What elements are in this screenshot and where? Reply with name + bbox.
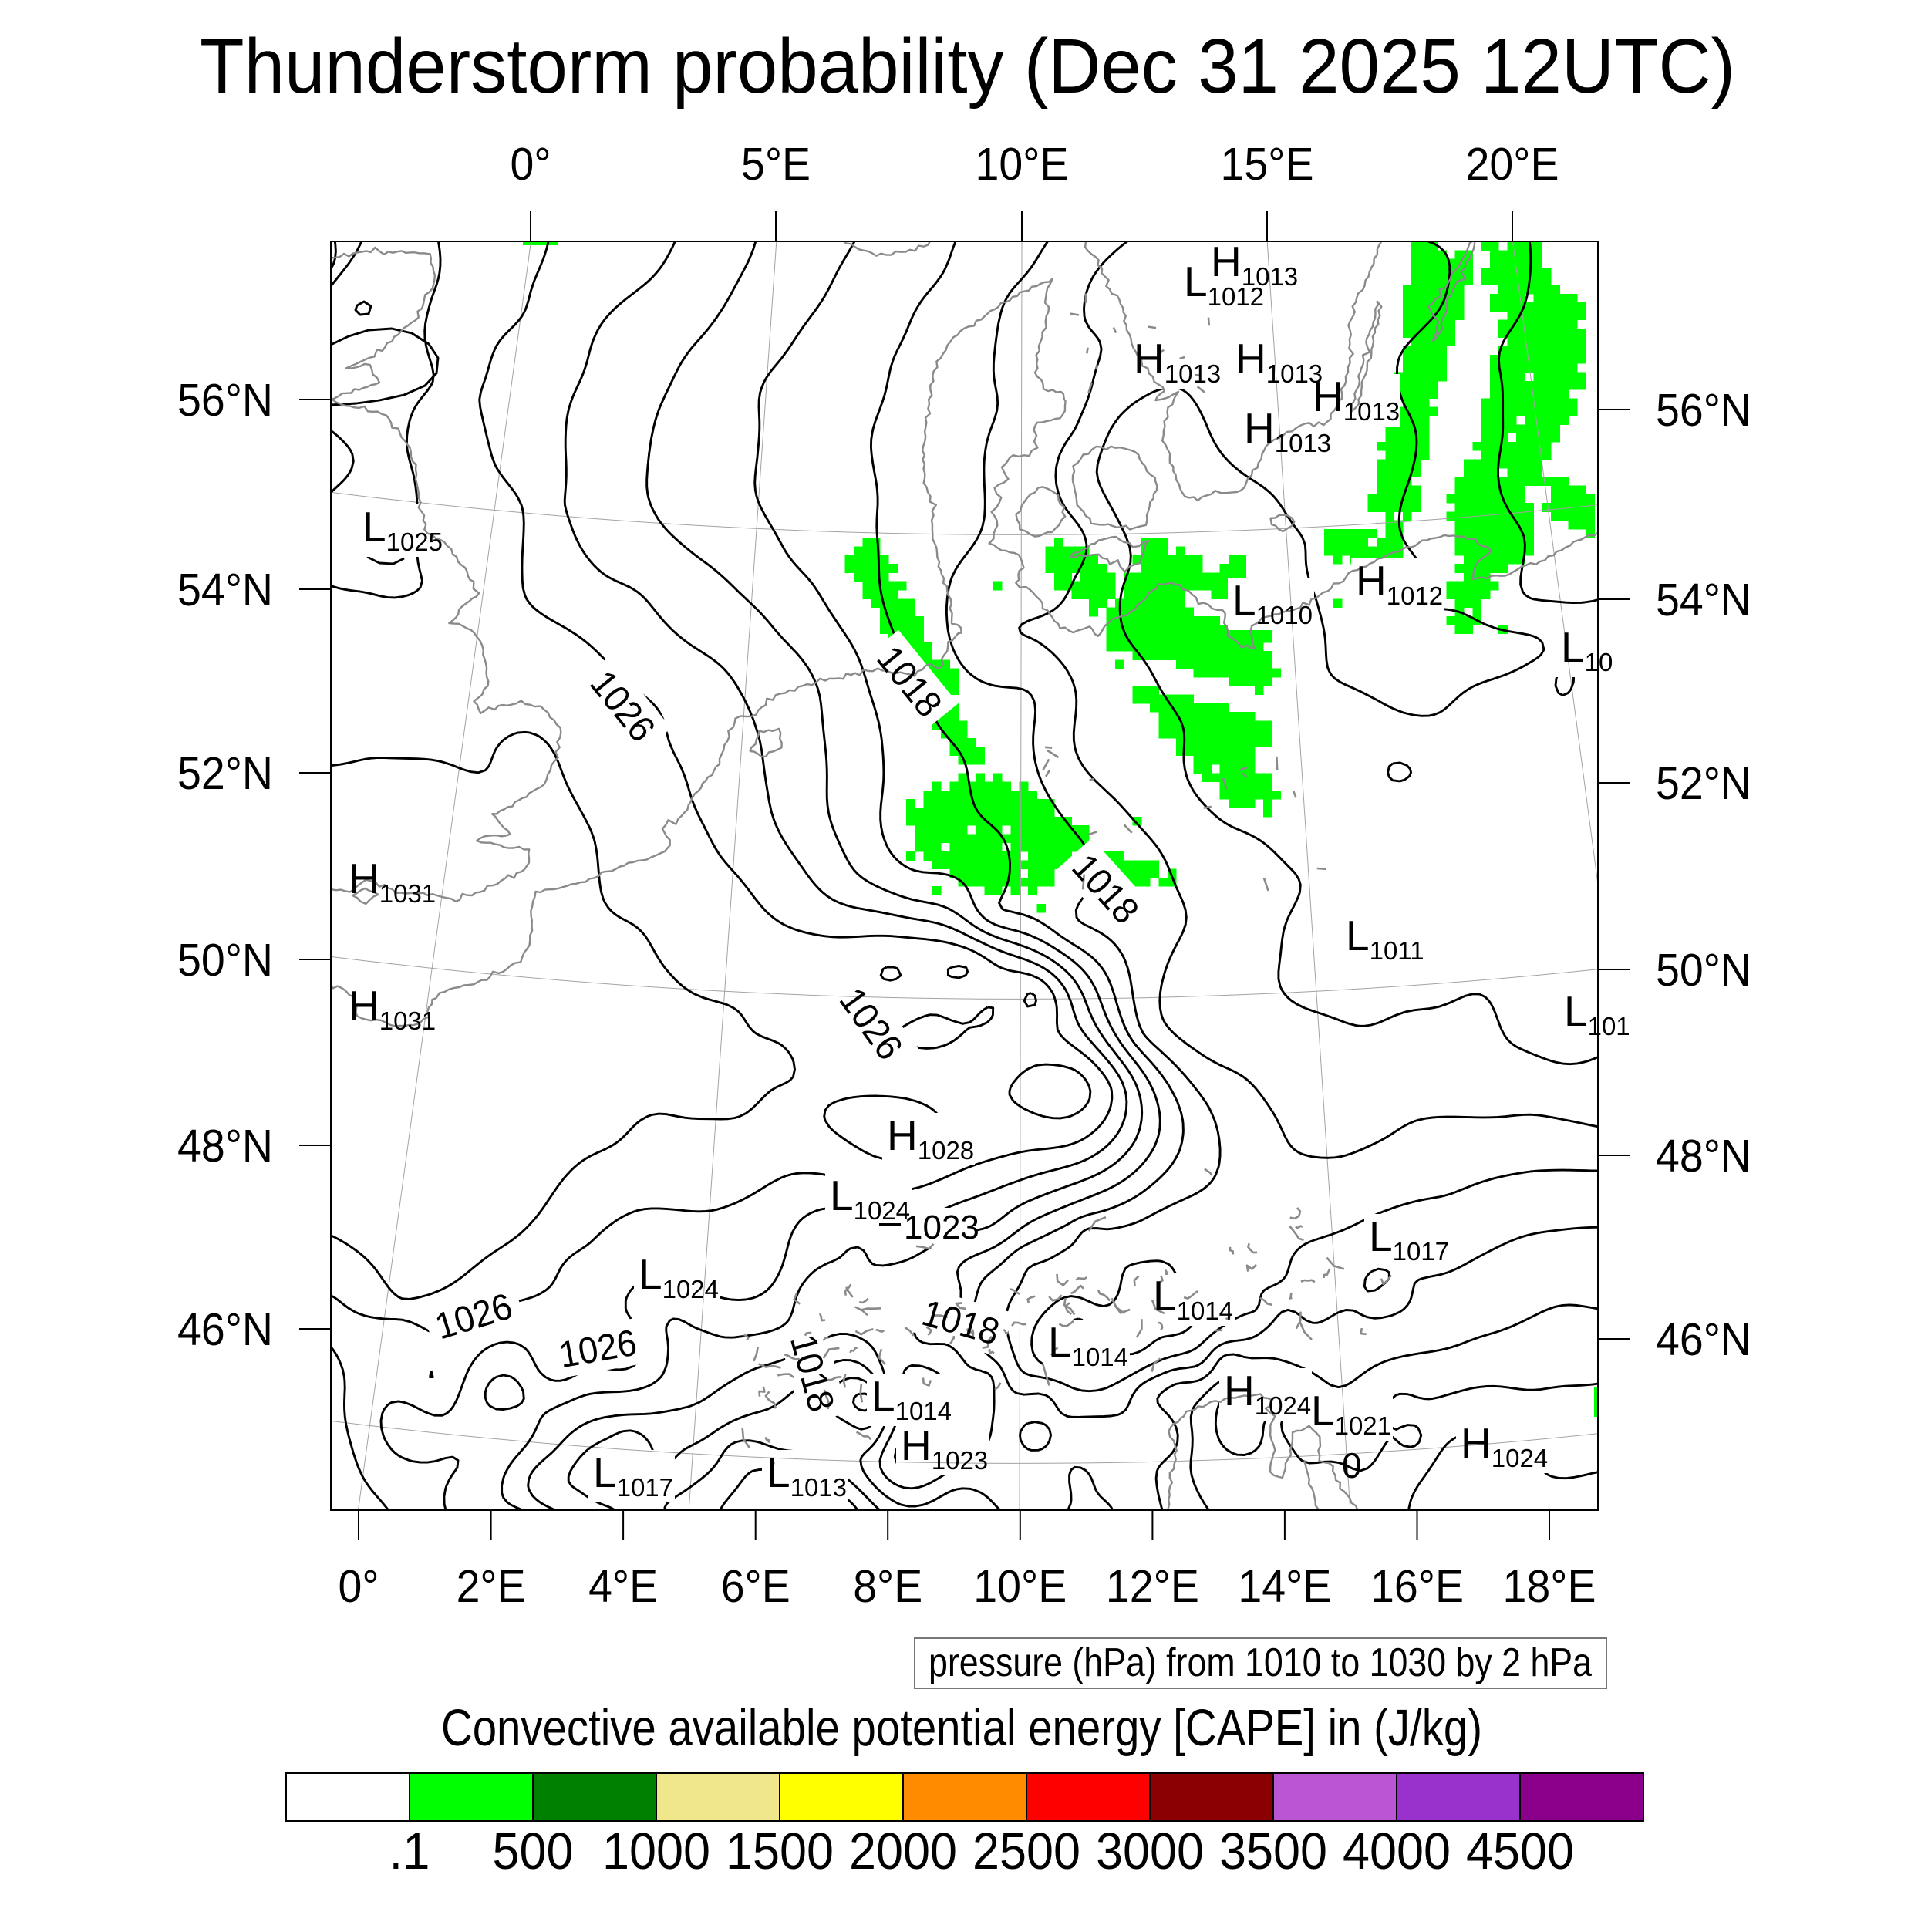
svg-text:2°E: 2°E [457,1561,526,1612]
svg-text:50°N: 50°N [1656,945,1751,996]
svg-text:52°N: 52°N [1656,758,1751,809]
svg-text:5°E: 5°E [741,139,811,190]
svg-text:20°E: 20°E [1466,139,1559,190]
svg-text:1500: 1500 [726,1822,834,1880]
svg-text:3000: 3000 [1096,1822,1204,1880]
svg-text:1023: 1023 [904,1209,979,1246]
svg-text:0: 0 [1342,1445,1362,1485]
svg-text:18°E: 18°E [1503,1561,1596,1612]
svg-text:52°N: 52°N [177,748,273,799]
svg-text:10°E: 10°E [973,1561,1067,1612]
svg-text:16°E: 16°E [1370,1561,1464,1612]
svg-text:Convective available potential: Convective available potential energy [C… [441,1699,1482,1757]
svg-text:0°: 0° [339,1561,379,1612]
svg-text:12°E: 12°E [1106,1561,1199,1612]
svg-text:0°: 0° [511,139,551,190]
svg-text:pressure (hPa) from 1010 to 10: pressure (hPa) from 1010 to 1030 by 2 hP… [929,1640,1592,1685]
svg-text:48°N: 48°N [1656,1131,1751,1182]
svg-text:54°N: 54°N [177,565,273,615]
svg-text:4000: 4000 [1343,1822,1451,1880]
svg-text:L1017: L1017 [593,1448,673,1502]
svg-text:56°N: 56°N [1656,385,1751,436]
svg-text:Thunderstorm probability (Dec: Thunderstorm probability (Dec 31 2025 12… [200,23,1735,110]
svg-text:56°N: 56°N [177,375,273,426]
svg-text:1000: 1000 [602,1822,710,1880]
svg-text:500: 500 [493,1822,574,1880]
svg-text:2000: 2000 [849,1822,957,1880]
svg-text:.1: .1 [389,1822,430,1880]
svg-text:4500: 4500 [1466,1822,1574,1880]
svg-text:14°E: 14°E [1238,1561,1331,1612]
svg-text:15°E: 15°E [1221,139,1314,190]
svg-text:4°E: 4°E [588,1561,658,1612]
svg-text:10°E: 10°E [976,139,1069,190]
svg-text:54°N: 54°N [1656,575,1751,625]
svg-text:3500: 3500 [1219,1822,1327,1880]
svg-text:8°E: 8°E [853,1561,922,1612]
svg-text:46°N: 46°N [1656,1314,1751,1365]
svg-text:6°E: 6°E [721,1561,790,1612]
svg-text:50°N: 50°N [177,935,273,986]
svg-text:2500: 2500 [972,1822,1080,1880]
svg-text:48°N: 48°N [177,1121,273,1172]
svg-text:46°N: 46°N [177,1304,273,1355]
